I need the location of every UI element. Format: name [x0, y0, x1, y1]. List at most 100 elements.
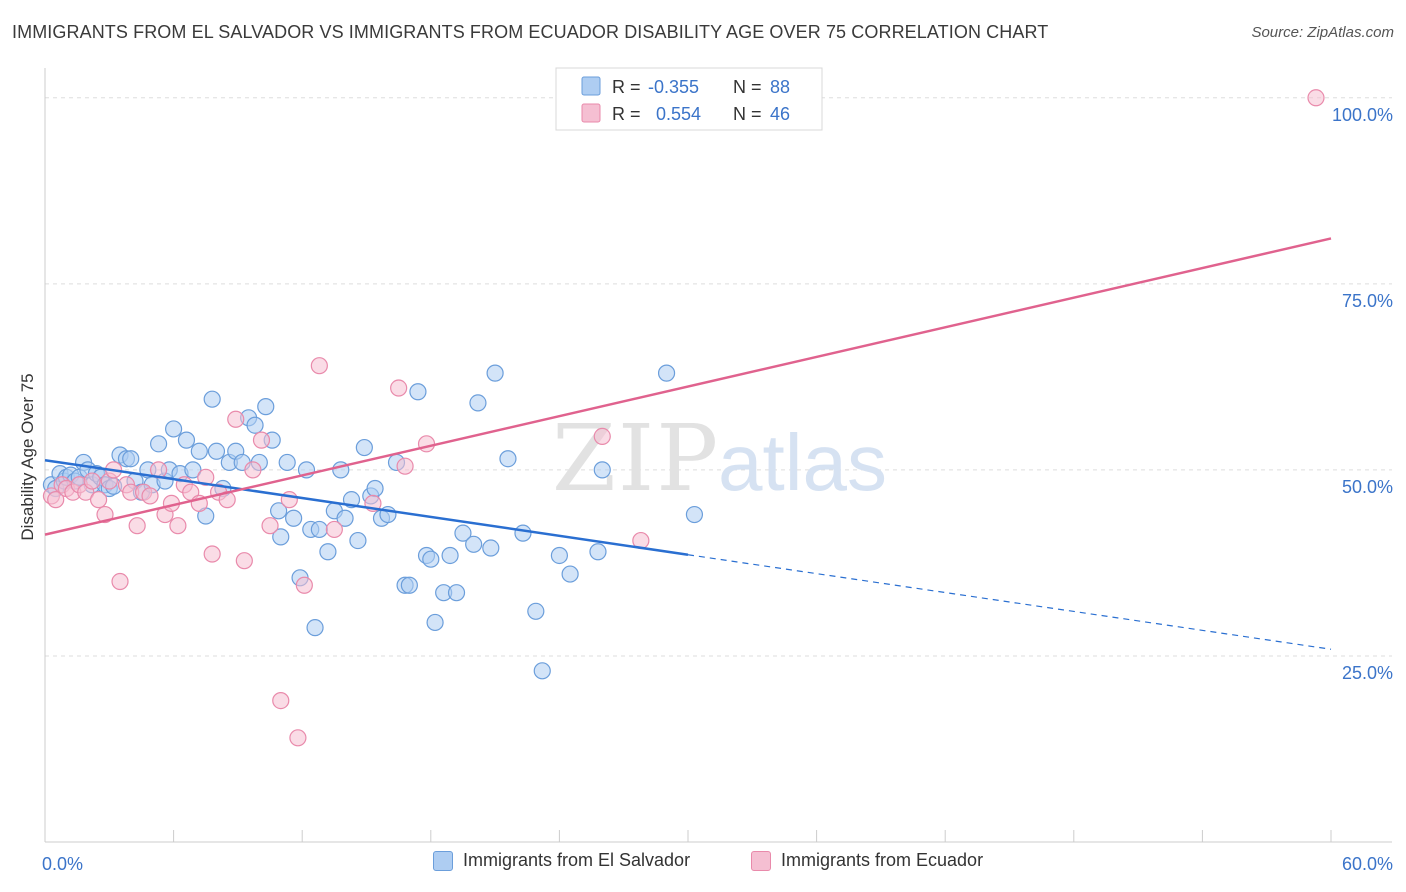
- ecuador-point: [272, 691, 290, 710]
- ecuador-point: [593, 427, 611, 445]
- y-tick-label: 50.0%: [1342, 477, 1393, 497]
- el-salvador-point: [447, 584, 466, 602]
- ecuador-point: [1307, 89, 1325, 107]
- el-salvador-point: [278, 453, 296, 472]
- x-tick-label: 60.0%: [1342, 854, 1393, 874]
- ecuador-point: [83, 472, 101, 490]
- el-salvador-point: [203, 390, 221, 408]
- legend-r-label: R =: [612, 77, 641, 97]
- legend-swatch-el-salvador: [581, 76, 601, 96]
- ecuador-point: [289, 729, 307, 747]
- ecuador-point: [197, 468, 215, 486]
- legend-label-el-salvador: Immigrants from El Salvador: [463, 850, 691, 870]
- el-salvador-point: [177, 431, 196, 449]
- legend-n-value-ecuador: 46: [770, 104, 790, 124]
- el-salvador-point: [593, 461, 611, 479]
- ecuador-point: [295, 576, 313, 594]
- el-salvador-point: [465, 535, 483, 553]
- ecuador-point: [235, 552, 253, 570]
- ecuador-point: [244, 461, 262, 479]
- ecuador-point: [111, 572, 129, 591]
- el-salvador-point: [486, 364, 504, 382]
- y-tick-label: 100.0%: [1332, 105, 1393, 125]
- ecuador-point: [47, 491, 65, 509]
- ecuador-point: [396, 457, 414, 475]
- el-salvador-point: [190, 442, 208, 460]
- el-salvador-point: [272, 528, 290, 546]
- el-salvador-point: [366, 479, 384, 498]
- el-salvador-point: [184, 461, 202, 479]
- el-salvador-point: [550, 546, 569, 565]
- series-legend: Immigrants from El Salvador Immigrants f…: [0, 850, 1406, 878]
- legend-n-label: N =: [733, 77, 762, 97]
- axes: [44, 68, 1392, 843]
- stats-legend: R = -0.355 N = 88 R = 0.554 N = 46: [555, 67, 823, 131]
- el-salvador-point: [336, 509, 354, 527]
- el-salvador-point: [207, 442, 226, 460]
- ecuador-point: [203, 545, 221, 563]
- el-salvador-point: [514, 524, 532, 542]
- el-salvador-point: [561, 565, 579, 583]
- watermark-zip: ZIP: [552, 405, 720, 512]
- el-salvador-point: [400, 576, 418, 594]
- el-salvador-point: [409, 383, 427, 401]
- legend-swatch-ecuador: [581, 103, 601, 123]
- el-salvador-trend-line: [44, 458, 689, 556]
- legend-r-value-ecuador: 0.554: [656, 104, 701, 124]
- el-salvador-point: [246, 416, 264, 434]
- el-salvador-point: [469, 394, 487, 412]
- el-salvador-point: [122, 450, 140, 468]
- el-salvador-point: [285, 509, 303, 527]
- el-salvador-point: [319, 543, 337, 561]
- legend-swatch-ecuador: [751, 850, 771, 871]
- trend-lines: [44, 237, 1332, 650]
- ecuador-point: [390, 379, 408, 397]
- x-tick-label: 0.0%: [42, 854, 83, 874]
- ecuador-point: [227, 410, 245, 428]
- el-salvador-point: [349, 531, 367, 550]
- grid-lines: [45, 97, 1392, 657]
- ecuador-point: [261, 517, 279, 535]
- el-salvador-point: [657, 364, 676, 382]
- legend-swatch-el-salvador: [433, 850, 453, 871]
- legend-label-ecuador: Immigrants from Ecuador: [781, 850, 984, 870]
- ecuador-point: [325, 520, 343, 539]
- legend-item-ecuador[interactable]: Immigrants from Ecuador: [751, 850, 983, 871]
- el-salvador-point: [149, 435, 168, 453]
- series-ecuador-points: [42, 89, 1325, 747]
- ecuador-trend-line: [44, 237, 1332, 536]
- source-credit: Source: ZipAtlas.com: [1251, 24, 1394, 41]
- legend-r-value-el-salvador: -0.355: [648, 77, 699, 97]
- y-tick-labels: 25.0% 50.0% 75.0% 100.0%: [1332, 105, 1393, 683]
- ecuador-point: [310, 357, 328, 375]
- legend-r-label: R =: [612, 104, 641, 124]
- ecuador-point: [169, 517, 187, 535]
- ecuador-point: [141, 487, 159, 505]
- el-salvador-point: [422, 550, 440, 568]
- el-salvador-point: [589, 543, 607, 561]
- ecuador-point: [89, 491, 108, 509]
- el-salvador-point: [165, 420, 183, 438]
- legend-item-el-salvador[interactable]: Immigrants from El Salvador: [433, 850, 690, 871]
- el-salvador-point: [454, 524, 472, 542]
- el-salvador-point: [257, 398, 275, 416]
- el-salvador-point: [355, 438, 373, 457]
- y-tick-label: 25.0%: [1342, 663, 1393, 683]
- legend-n-value-el-salvador: 88: [770, 77, 790, 97]
- watermark-atlas: atlas: [718, 418, 887, 507]
- el-salvador-point: [482, 539, 500, 557]
- el-salvador-point: [527, 602, 545, 620]
- el-salvador-point: [270, 502, 288, 520]
- el-salvador-point: [533, 662, 551, 680]
- el-salvador-trend-extension: [687, 554, 1332, 650]
- ecuador-point: [417, 435, 436, 453]
- el-salvador-point: [306, 619, 324, 637]
- ecuador-point: [252, 431, 271, 449]
- watermark: ZIP atlas: [552, 405, 887, 512]
- ecuador-point: [128, 517, 146, 535]
- el-salvador-point: [441, 546, 459, 565]
- legend-n-label: N =: [733, 104, 762, 124]
- ecuador-point: [96, 505, 114, 524]
- el-salvador-point: [685, 505, 704, 524]
